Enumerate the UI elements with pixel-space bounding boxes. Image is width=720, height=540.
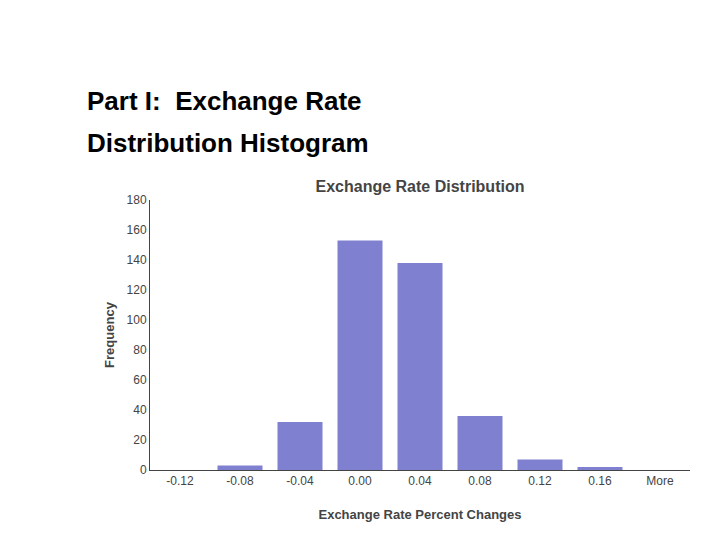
svg-text:80: 80 bbox=[133, 343, 147, 357]
svg-text:0.00: 0.00 bbox=[348, 474, 372, 488]
svg-text:Part I: Exchange Rate: Part I: Exchange Rate bbox=[87, 86, 362, 116]
svg-text:-0.12: -0.12 bbox=[166, 474, 194, 488]
svg-text:More: More bbox=[646, 474, 674, 488]
svg-text:Frequency: Frequency bbox=[102, 301, 117, 368]
svg-text:0: 0 bbox=[140, 463, 147, 477]
svg-text:0.04: 0.04 bbox=[408, 474, 432, 488]
svg-text:20: 20 bbox=[133, 433, 147, 447]
svg-text:Exchange Rate Distribution: Exchange Rate Distribution bbox=[316, 178, 525, 195]
svg-text:0.16: 0.16 bbox=[588, 474, 612, 488]
svg-text:40: 40 bbox=[133, 403, 147, 417]
svg-text:120: 120 bbox=[127, 283, 147, 297]
svg-text:-0.08: -0.08 bbox=[226, 474, 254, 488]
svg-text:-0.04: -0.04 bbox=[286, 474, 314, 488]
svg-text:160: 160 bbox=[127, 223, 147, 237]
svg-text:Exchange Rate Percent Changes: Exchange Rate Percent Changes bbox=[318, 507, 521, 522]
svg-text:180: 180 bbox=[127, 193, 147, 207]
svg-text:60: 60 bbox=[133, 373, 147, 387]
svg-text:140: 140 bbox=[127, 253, 147, 267]
svg-text:0.08: 0.08 bbox=[468, 474, 492, 488]
svg-text:100: 100 bbox=[127, 313, 147, 327]
svg-text:Distribution Histogram: Distribution Histogram bbox=[87, 128, 369, 158]
svg-text:0.12: 0.12 bbox=[528, 474, 552, 488]
